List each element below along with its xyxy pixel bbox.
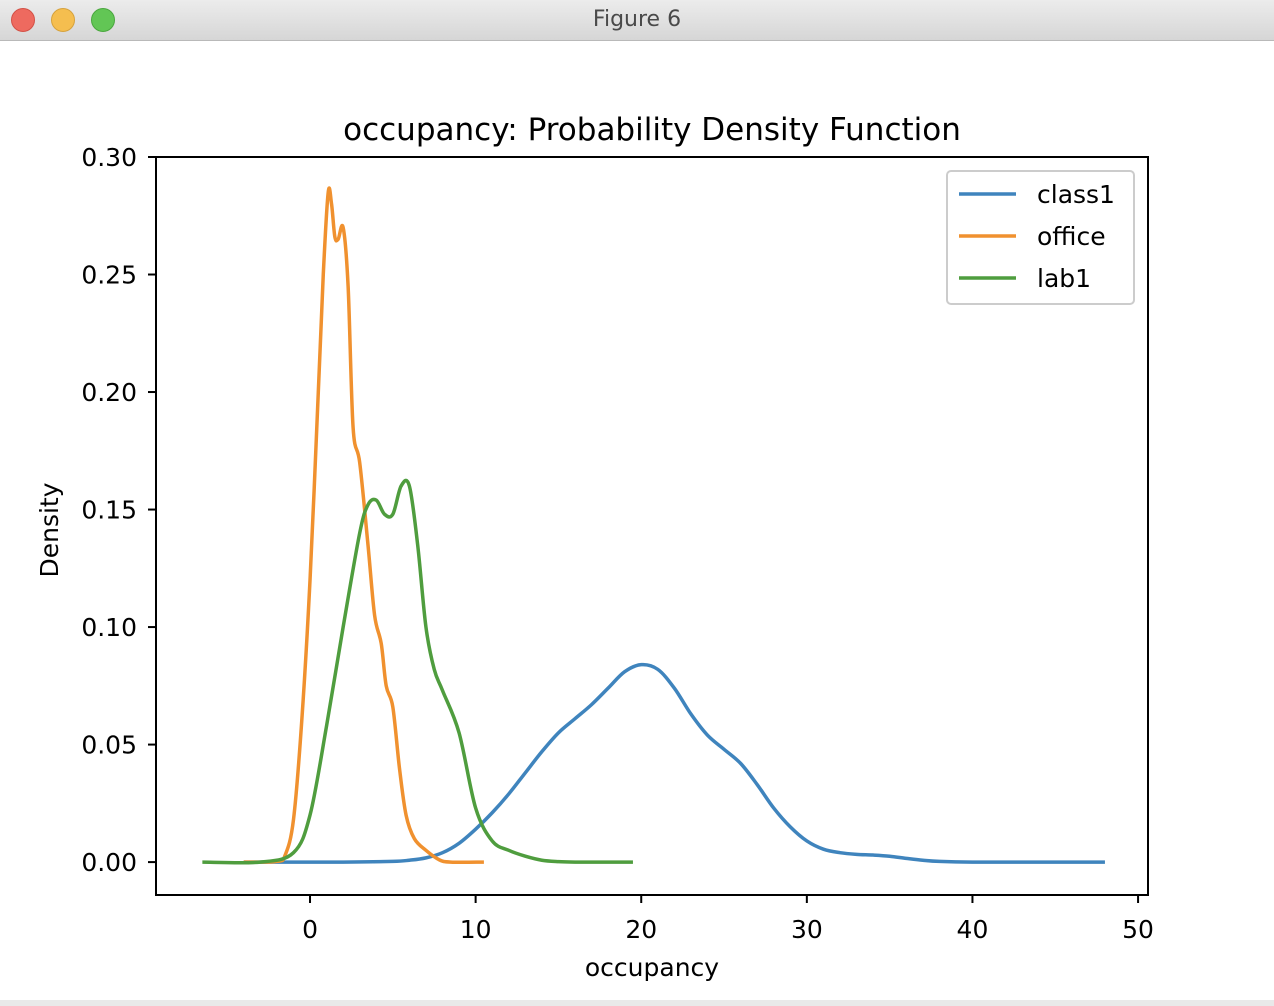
y-tick-label: 0.25: [81, 261, 137, 290]
y-tick-label: 0.00: [81, 848, 137, 877]
legend-label-office: office: [1037, 222, 1106, 251]
x-tick-label: 10: [460, 915, 492, 944]
tick-layer: 0 10 20 30 40 50 0.00 0.05 0.10 0.15 0.20 0.25 0.30: [81, 143, 1154, 944]
series-line-office: [243, 186, 484, 865]
chart-title: occupancy: Probability Density Function: [343, 112, 961, 148]
x-tick-label: 40: [957, 915, 989, 944]
x-axis-label: occupancy: [585, 953, 719, 982]
y-tick-label: 0.15: [81, 496, 137, 525]
zoom-window-button[interactable]: [91, 8, 115, 32]
axes-frame: [155, 156, 1149, 896]
x-tick-label: 30: [791, 915, 823, 944]
series-line-class1: [243, 662, 1105, 864]
series-line-lab1: [202, 478, 633, 865]
window-title: Figure 6: [592, 7, 682, 32]
window-bottom-edge: [0, 1000, 1274, 1006]
legend-label-lab1: lab1: [1037, 264, 1091, 293]
y-tick-label: 0.05: [81, 731, 137, 760]
y-axis-label: Density: [35, 482, 64, 577]
x-tick-label: 20: [625, 915, 657, 944]
legend-box: [946, 170, 1135, 305]
chart: occupancy: Probability Density Function …: [35, 112, 1154, 982]
y-tick-label: 0.30: [81, 143, 137, 172]
title-bar: Figure 6: [0, 0, 1274, 41]
legend-label-class1: class1: [1037, 180, 1115, 209]
minimize-window-button[interactable]: [51, 8, 75, 32]
close-window-button[interactable]: [11, 8, 35, 32]
y-tick-label: 0.10: [81, 613, 137, 642]
legend: class1 office lab1: [946, 170, 1135, 305]
series-layer: [202, 186, 1105, 865]
y-tick-label: 0.20: [81, 378, 137, 407]
x-tick-label: 50: [1122, 915, 1154, 944]
x-tick-label: 0: [302, 915, 318, 944]
